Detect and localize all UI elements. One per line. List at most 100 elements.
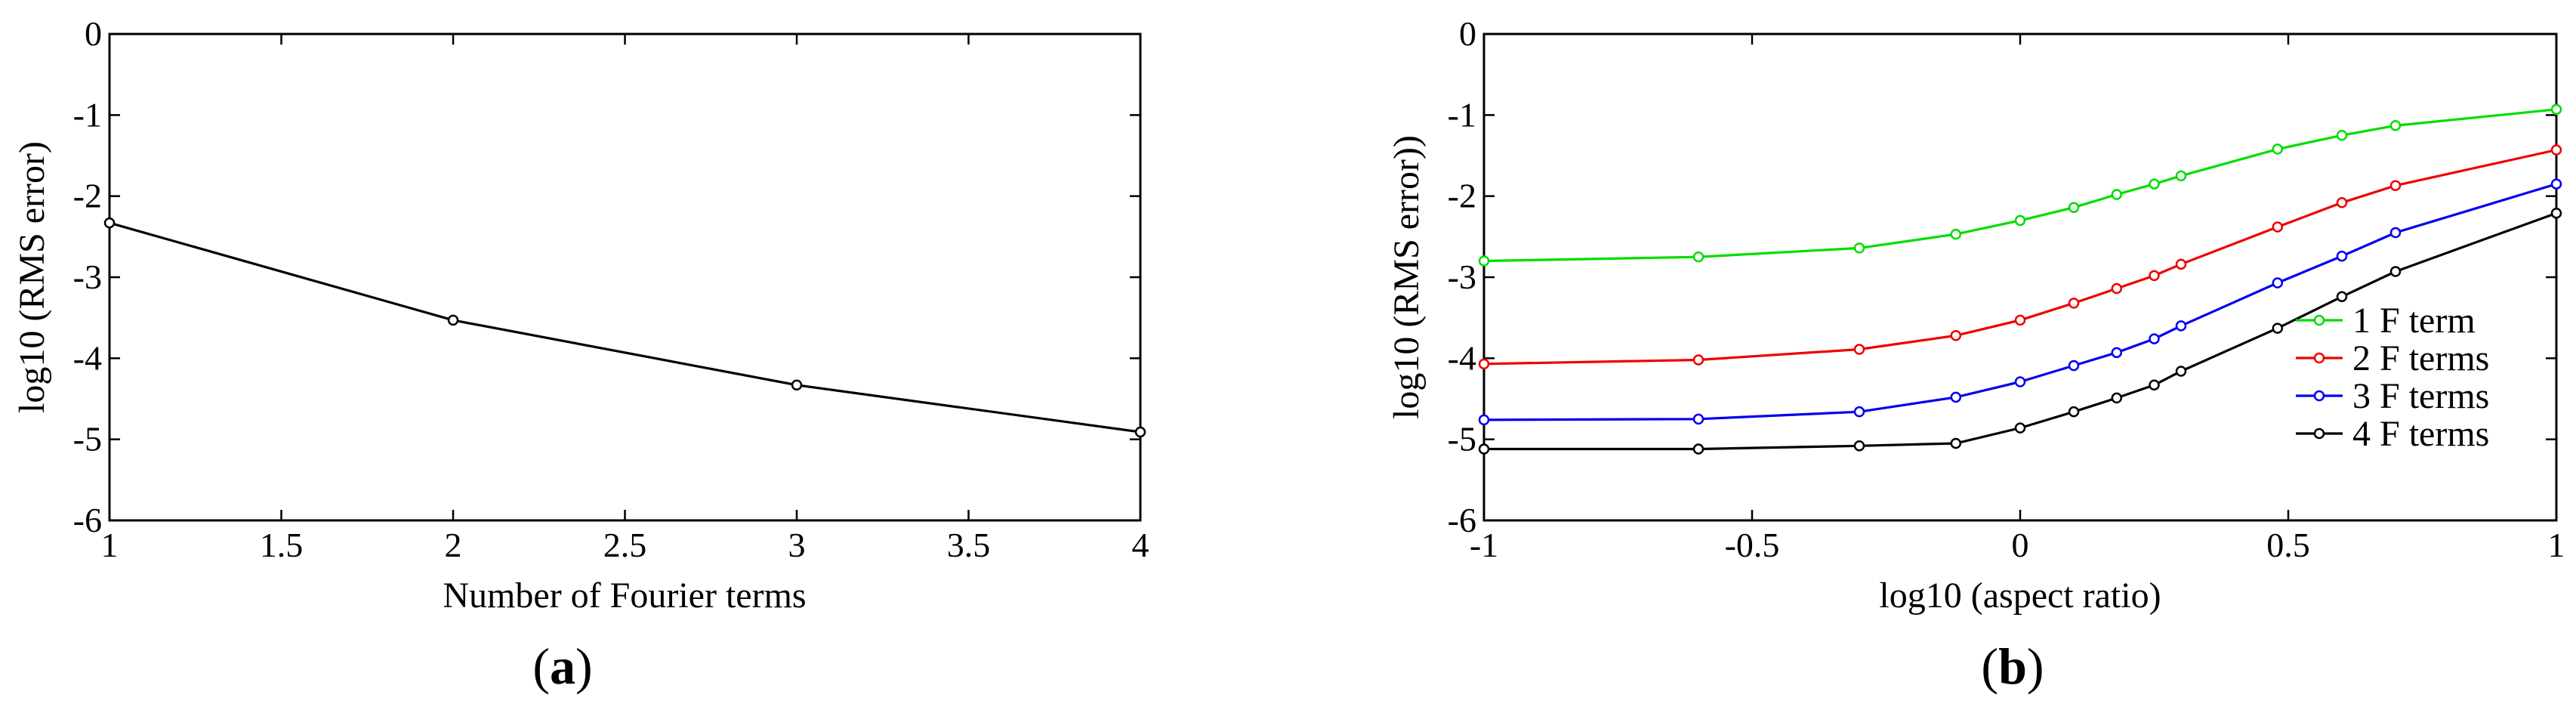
data-point bbox=[1950, 391, 1962, 403]
panel-b-caption: (b) bbox=[1981, 637, 2044, 695]
x-tick-label: -0.5 bbox=[1725, 526, 1780, 564]
data-point bbox=[2149, 379, 2160, 391]
y-tick-label: -5 bbox=[1448, 420, 1476, 458]
data-point bbox=[2014, 422, 2026, 434]
y-tick-label: -6 bbox=[73, 501, 102, 539]
x-tick-label: 0 bbox=[2012, 526, 2029, 564]
data-point bbox=[1853, 440, 1865, 452]
data-point bbox=[2111, 282, 2123, 295]
panel-a-ticks bbox=[108, 32, 1142, 522]
data-point bbox=[2272, 323, 2284, 334]
x-tick-label: 1 bbox=[2548, 526, 2565, 564]
panel-a-ylabel: log10 (RMS error) bbox=[12, 141, 52, 413]
data-point bbox=[2111, 189, 2123, 200]
panel-b-xlabel: log10 (aspect ratio) bbox=[1879, 576, 2161, 616]
data-point bbox=[2068, 406, 2080, 418]
y-tick-label: -3 bbox=[1448, 258, 1476, 296]
data-point bbox=[2175, 170, 2187, 182]
data-point bbox=[2068, 298, 2080, 309]
data-point bbox=[1134, 426, 1146, 438]
data-point bbox=[2175, 366, 2187, 377]
data-point bbox=[2550, 144, 2562, 156]
data-point bbox=[1692, 413, 1704, 425]
panel-a: 1 1.5 2 2.5 3 3.5 4 0 -1 -2 -3 -4 -5 -6 Number of Fou… bbox=[12, 14, 1149, 695]
panel-a-xlabel: Number of Fourier terms bbox=[443, 576, 806, 616]
panel-a-tick-labels: 1 1.5 2 2.5 3 3.5 4 0 -1 -2 -3 -4 -5 -6 bbox=[73, 14, 1149, 564]
panel-b-ylabel: log10 (RMS error)) bbox=[1387, 135, 1427, 419]
data-point bbox=[791, 379, 803, 391]
legend-label: 2 F terms bbox=[2352, 338, 2489, 378]
x-tick-label: 2.5 bbox=[603, 526, 647, 564]
y-tick-label: -6 bbox=[1448, 501, 1476, 539]
data-point bbox=[447, 314, 459, 326]
data-point bbox=[2336, 129, 2348, 141]
data-point bbox=[2389, 266, 2402, 277]
legend-label: 3 F terms bbox=[2352, 376, 2489, 416]
panel-b: -1 -0.5 0 0.5 1 0 -1 -2 -3 -4 -5 -6 log10 (aspect r… bbox=[1387, 14, 2565, 695]
y-tick-label: -4 bbox=[1448, 338, 1476, 377]
data-point bbox=[1478, 255, 1490, 267]
data-point bbox=[1692, 251, 1704, 263]
y-tick-label: -1 bbox=[73, 95, 102, 134]
data-point bbox=[1853, 344, 1865, 355]
data-point bbox=[1478, 414, 1490, 426]
data-point bbox=[2111, 347, 2123, 359]
y-tick-label: -4 bbox=[73, 338, 102, 377]
data-point bbox=[1478, 443, 1490, 455]
panel-b-caption-letter: b bbox=[1998, 637, 2027, 695]
legend-marker bbox=[2313, 390, 2325, 402]
data-point bbox=[2149, 333, 2160, 344]
y-tick-label: -3 bbox=[73, 258, 102, 296]
x-tick-label: 1.5 bbox=[260, 526, 304, 564]
data-point bbox=[2550, 178, 2562, 190]
data-point bbox=[2175, 258, 2187, 270]
y-tick-label: -5 bbox=[73, 420, 102, 458]
data-point bbox=[2272, 144, 2284, 155]
data-point bbox=[1950, 437, 1962, 449]
data-point bbox=[1692, 354, 1704, 366]
x-tick-label: 3.5 bbox=[947, 526, 991, 564]
panel-a-frame bbox=[108, 32, 1142, 522]
y-tick-label: -1 bbox=[1448, 95, 1476, 134]
panel-a-series bbox=[103, 217, 1146, 438]
panel-b-series bbox=[1478, 103, 2562, 455]
legend-marker bbox=[2313, 352, 2325, 364]
data-point bbox=[2272, 277, 2284, 289]
y-tick-label: 0 bbox=[1459, 14, 1476, 53]
data-point bbox=[2336, 291, 2348, 303]
data-point bbox=[2389, 227, 2402, 239]
y-tick-label: 0 bbox=[85, 14, 102, 53]
x-tick-label: -1 bbox=[1470, 526, 1498, 564]
data-point bbox=[2111, 392, 2123, 404]
panel-b-tick-labels: -1 -0.5 0 0.5 1 0 -1 -2 -3 -4 -5 -6 bbox=[1448, 14, 2565, 564]
data-point bbox=[2068, 360, 2080, 372]
legend-marker bbox=[2313, 427, 2325, 440]
data-point bbox=[103, 217, 116, 229]
data-point bbox=[2175, 320, 2187, 332]
data-point bbox=[2550, 103, 2562, 116]
x-tick-label: 2 bbox=[445, 526, 462, 564]
y-tick-label: -2 bbox=[1448, 177, 1476, 215]
series-line-1 bbox=[109, 221, 1141, 434]
panel-a-caption-letter: a bbox=[550, 637, 575, 695]
data-point bbox=[2149, 178, 2160, 190]
data-point bbox=[2014, 314, 2026, 326]
x-tick-label: 1 bbox=[101, 526, 119, 564]
x-tick-label: 0.5 bbox=[2266, 526, 2310, 564]
data-point bbox=[2389, 180, 2402, 191]
panel-a-caption: (a) bbox=[532, 637, 592, 695]
data-point bbox=[1950, 228, 1962, 240]
data-point bbox=[2068, 202, 2080, 213]
data-point bbox=[1478, 358, 1490, 370]
legend-label: 1 F term bbox=[2352, 301, 2476, 341]
data-point bbox=[1853, 406, 1865, 418]
legend-label: 4 F terms bbox=[2352, 414, 2489, 454]
data-point bbox=[2336, 250, 2348, 262]
data-point bbox=[2389, 120, 2402, 131]
panel-b-ticks bbox=[1482, 32, 2558, 522]
data-point bbox=[2550, 207, 2562, 219]
data-point bbox=[2336, 197, 2348, 208]
